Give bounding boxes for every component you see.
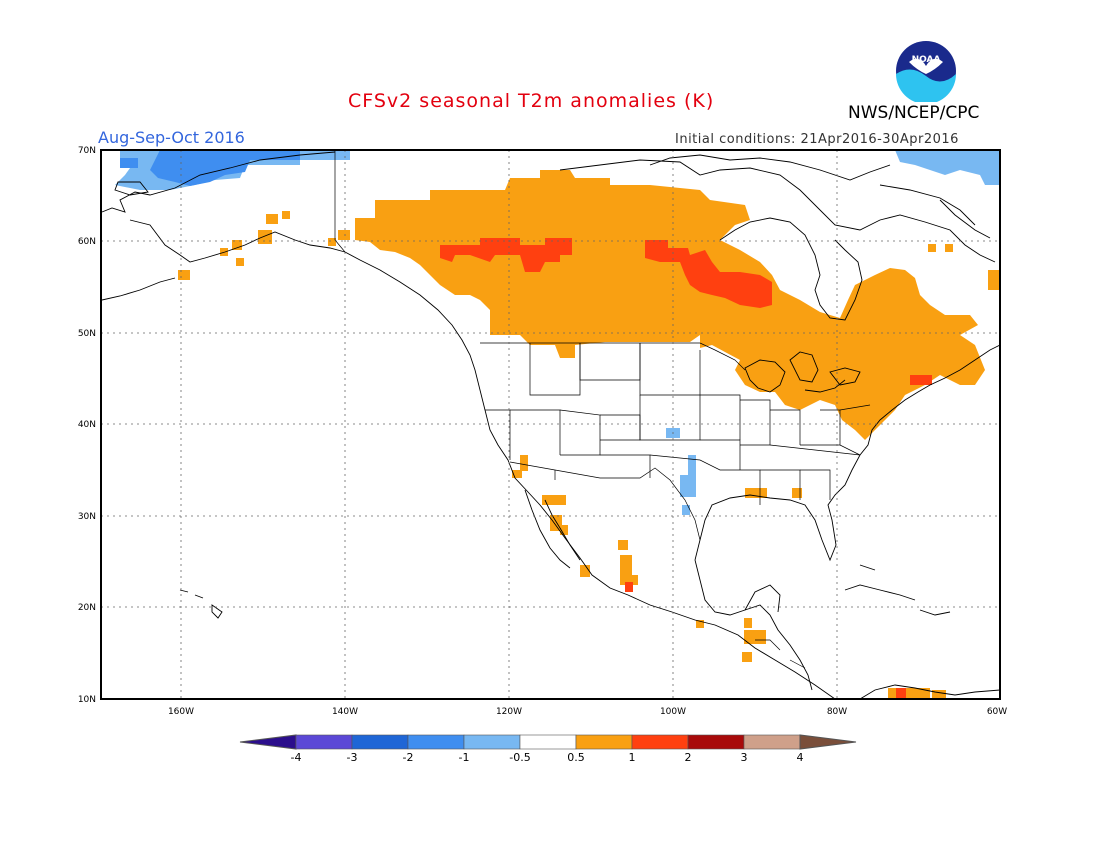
- lat-label: 40N: [78, 420, 96, 430]
- colorbar-label: -2: [403, 751, 414, 764]
- organization-label: NWS/NCEP/CPC: [848, 103, 980, 123]
- political-borders: [334, 150, 871, 669]
- colorbar-swatch: [575, 734, 633, 750]
- lon-label: 160W: [168, 707, 194, 717]
- colorbar-arrow-left: [239, 734, 297, 750]
- colorbar: -4 -3 -2 -1 -0.5 0.5 1 2 3 4: [239, 734, 857, 764]
- colorbar-label: 0.5: [567, 751, 585, 764]
- colorbar-label: -0.5: [509, 751, 530, 764]
- strong-warm-anomaly: [440, 238, 932, 698]
- colorbar-label: 2: [685, 751, 692, 764]
- lon-label: 120W: [496, 707, 522, 717]
- noaa-logo: NOAA: [895, 40, 957, 106]
- lat-label: 20N: [78, 603, 96, 613]
- colorbar-label: 4: [797, 751, 804, 764]
- logo-text: NOAA: [912, 55, 941, 65]
- colorbar-swatch: [407, 734, 465, 750]
- chart-title: CFSv2 seasonal T2m anomalies (K): [348, 90, 715, 112]
- lat-label: 50N: [78, 329, 96, 339]
- graticule: [101, 150, 1000, 699]
- colorbar-swatch: [463, 734, 521, 750]
- lon-label: 60W: [987, 707, 1007, 717]
- latitude-labels: 70N 60N 50N 40N 30N 20N 10N: [78, 146, 96, 705]
- colorbar-label: -3: [347, 751, 358, 764]
- warm-anomaly-pixels: [178, 211, 1000, 699]
- coastlines: [101, 151, 1000, 699]
- initial-conditions-label: Initial conditions: 21Apr2016-30Apr2016: [675, 132, 959, 147]
- lat-label: 10N: [78, 695, 96, 705]
- colorbar-label: -4: [291, 751, 302, 764]
- colorbar-swatch: [743, 734, 801, 750]
- colorbar-swatch: [351, 734, 409, 750]
- lat-label: 70N: [78, 146, 96, 156]
- warm-anomaly-canada: [355, 170, 985, 440]
- lat-label: 60N: [78, 237, 96, 247]
- colorbar-label: 1: [629, 751, 636, 764]
- colorbar-swatch: [687, 734, 745, 750]
- lat-label: 30N: [78, 512, 96, 522]
- map-frame: [100, 149, 1001, 700]
- colorbar-label: 3: [741, 751, 748, 764]
- colorbar-swatch: [519, 734, 577, 750]
- cool-anomaly: [115, 150, 1000, 515]
- lon-label: 140W: [332, 707, 358, 717]
- colorbar-label: -1: [459, 751, 470, 764]
- colorbar-arrow-right: [799, 734, 857, 750]
- lon-label: 80W: [827, 707, 847, 717]
- colorbar-swatch: [295, 734, 353, 750]
- season-label: Aug-Sep-Oct 2016: [98, 128, 245, 147]
- longitude-labels: 160W 140W 120W 100W 80W 60W: [168, 707, 1007, 717]
- lon-label: 100W: [660, 707, 686, 717]
- colorbar-swatch: [631, 734, 689, 750]
